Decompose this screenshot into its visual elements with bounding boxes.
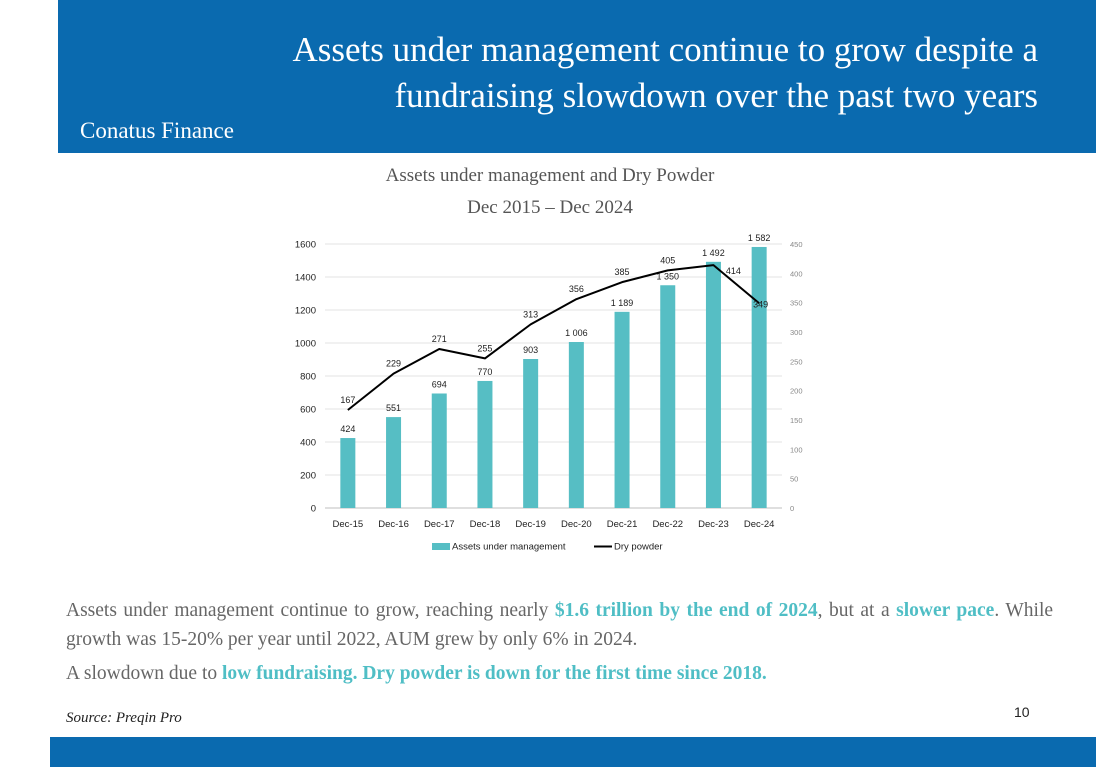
legend-label-aum: Assets under management [452, 542, 566, 553]
y-right-tick-label: 400 [790, 269, 803, 278]
y-right-tick-label: 150 [790, 416, 803, 425]
y-left-tick-label: 1600 [295, 240, 316, 251]
line-data-label: 255 [477, 343, 492, 353]
y-left-tick-label: 1000 [295, 339, 316, 350]
line-dry-powder [347, 264, 760, 411]
line-data-label: 385 [615, 267, 630, 277]
y-left-tick-label: 600 [300, 405, 316, 416]
x-tick-label: Dec-20 [561, 519, 592, 530]
bar-data-label: 694 [432, 379, 447, 389]
line-data-label: 313 [523, 309, 538, 319]
body-paragraph-2: A slowdown due to low fundraising. Dry p… [66, 659, 1053, 688]
y-left-tick-label: 0 [311, 504, 316, 515]
chart: 0 200 400 600 800 1000 1200 1400 1600 0 50 100 150 20… [295, 233, 803, 553]
company-name: Conatus Finance [80, 118, 234, 143]
bar-data-label: 1 492 [702, 248, 725, 258]
bar-aum [614, 311, 630, 508]
bar-aum [705, 261, 721, 508]
slide-title-line1: Assets under management continue to grow… [292, 30, 1039, 69]
bar-data-label: 1 582 [748, 233, 771, 243]
y-left-tick-label: 200 [300, 471, 316, 482]
body-paragraph-1: Assets under management continue to grow… [66, 596, 1053, 654]
chart-title: Assets under management and Dry Powder [385, 165, 715, 186]
chart-subtitle: Dec 2015 – Dec 2024 [467, 197, 633, 218]
bar-aum [431, 393, 447, 508]
line-data-label: 414 [726, 266, 741, 276]
y-left-tick-label: 800 [300, 372, 316, 383]
y-right-tick-label: 50 [790, 475, 798, 484]
p2-text-a: A slowdown due to [66, 663, 222, 684]
bar-aum [660, 285, 676, 508]
line-data-label: 229 [386, 359, 401, 369]
bar-aum [523, 359, 539, 508]
x-tick-label: Dec-23 [698, 519, 729, 530]
bar-aum [386, 417, 402, 508]
legend-label-dry-powder: Dry powder [614, 542, 663, 553]
y-right-tick-label: 0 [790, 504, 794, 513]
bar-aum [568, 342, 584, 508]
x-tick-label: Dec-21 [607, 519, 638, 530]
legend-swatch-aum [432, 543, 450, 550]
bar-data-label: 551 [386, 403, 401, 413]
y-right-tick-label: 350 [790, 299, 803, 308]
line-data-label: 349 [753, 299, 768, 309]
x-tick-label: Dec-18 [470, 519, 501, 530]
slide-title-line2: fundraising slowdown over the past two y… [394, 76, 1038, 115]
y-left-tick-label: 1200 [295, 306, 316, 317]
x-tick-label: Dec-16 [378, 519, 409, 530]
y-right-tick-label: 250 [790, 357, 803, 366]
p1-text-e: . While growth was 15-20% per year until… [66, 600, 1054, 650]
line-data-label: 271 [432, 334, 447, 344]
x-tick-label: Dec-24 [744, 519, 775, 530]
line-data-label: 356 [569, 284, 584, 294]
bar-aum [340, 438, 356, 508]
bar-aum [751, 246, 767, 508]
y-right-tick-label: 200 [790, 387, 803, 396]
bar-aum [477, 380, 493, 508]
page-number: 10 [1014, 704, 1030, 720]
x-tick-label: Dec-17 [424, 519, 455, 530]
bar-data-label: 1 189 [611, 298, 634, 308]
p1-highlight-amount: $1.6 trillion by the end of 2024 [554, 600, 818, 621]
p1-highlight-pace: slower pace [896, 600, 995, 621]
line-data-label: 167 [340, 395, 355, 405]
x-tick-label: Dec-15 [333, 519, 364, 530]
p1-text-a: Assets under management continue to grow… [66, 600, 555, 621]
y-right-tick-label: 300 [790, 328, 803, 337]
y-right-tick-label: 450 [790, 240, 803, 249]
y-left-tick-label: 400 [300, 438, 316, 449]
x-tick-label: Dec-22 [652, 519, 683, 530]
footer-bar [50, 737, 1096, 767]
bar-data-label: 1 006 [565, 328, 588, 338]
x-tick-label: Dec-19 [515, 519, 546, 530]
bar-data-label: 903 [523, 345, 538, 355]
bar-data-label: 1 350 [656, 271, 679, 281]
bar-data-label: 770 [477, 367, 492, 377]
y-left-tick-label: 1400 [295, 273, 316, 284]
p2-highlight: low fundraising. Dry powder is down for … [222, 663, 767, 684]
y-right-tick-label: 100 [790, 445, 803, 454]
line-data-label: 405 [660, 255, 675, 265]
source-note: Source: Preqin Pro [66, 710, 182, 726]
bar-data-label: 424 [340, 424, 355, 434]
slide-title: Assets under management continue to grow… [158, 27, 1039, 119]
header-banner: Assets under management continue to grow… [58, 0, 1096, 153]
p1-text-c: , but at a [817, 600, 897, 621]
